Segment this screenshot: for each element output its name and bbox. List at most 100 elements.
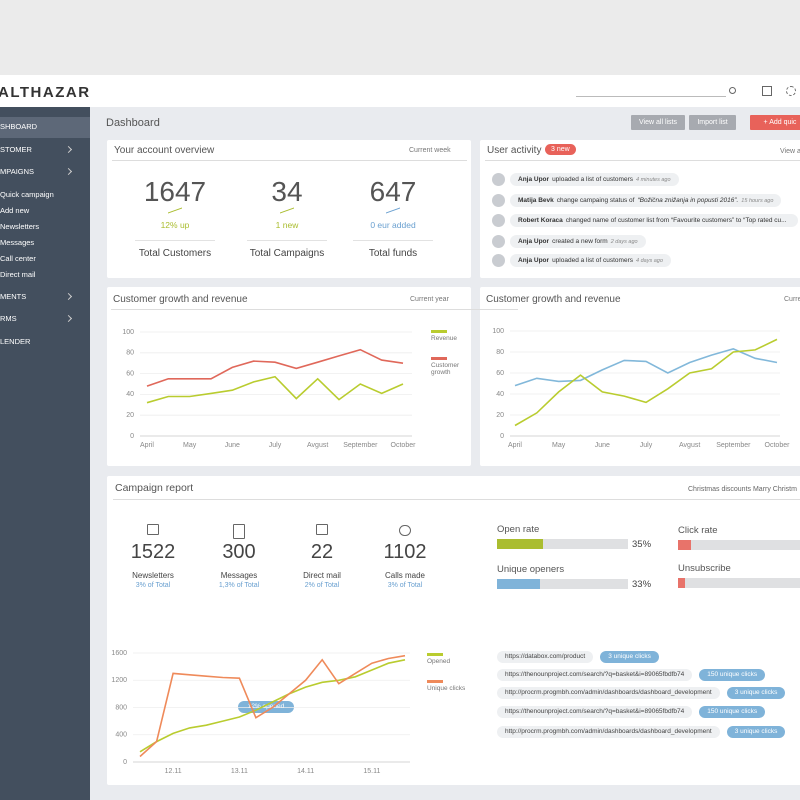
- nav-subitem[interactable]: Quick campaign: [0, 190, 54, 199]
- nav-item[interactable]: MPAIGNS: [0, 167, 35, 176]
- button[interactable]: + Add quic: [750, 115, 800, 130]
- stat-icon: [233, 524, 245, 539]
- nav-subitem[interactable]: Call center: [0, 254, 36, 263]
- activity-row: Anja Upor uploaded a list of customers 4 m…: [510, 173, 679, 186]
- logo: ALTHAZAR: [0, 84, 91, 101]
- stat-share: 2% of Total: [304, 582, 340, 589]
- stat-value: 1102: [383, 541, 427, 563]
- period-select[interactable]: Current year: [410, 296, 449, 303]
- rate-track: [678, 540, 800, 550]
- activity-text: uploaded a list of customers: [552, 176, 633, 183]
- nav-active: [0, 117, 90, 138]
- period-select[interactable]: Current week: [409, 147, 451, 154]
- legend-label: Customer growth: [431, 362, 460, 376]
- stat-share: 3% of Total: [135, 582, 171, 589]
- rate-name: Unsubscribe: [678, 563, 731, 574]
- top-bar: [0, 75, 800, 107]
- avatar: [492, 214, 505, 227]
- activity-row: Anja Upor uploaded a list of customers 4 d…: [510, 254, 671, 267]
- stat-rule: [247, 240, 327, 241]
- user-name: Matija Bevk: [518, 197, 554, 204]
- sidebar: [0, 107, 90, 800]
- activity-row: Matija Bevk change campaing status of “Bož…: [510, 194, 782, 207]
- activity-row: Robert Koraca changed name of customer li…: [510, 214, 798, 227]
- filter-select[interactable]: Christmas discounts Marry Christm: [688, 486, 797, 493]
- stat-label: Total Campaigns: [249, 248, 325, 259]
- search-field[interactable]: [576, 96, 726, 97]
- badge: 3 new: [545, 144, 576, 155]
- nav-subitem[interactable]: Direct mail: [0, 270, 36, 279]
- card-title: Your account overview: [114, 145, 215, 156]
- page-title: Dashboard: [106, 117, 160, 129]
- link-row: http://procrm.progmbh.com/admin/dashboar…: [497, 687, 786, 699]
- card-title: Customer growth and revenue: [113, 294, 248, 305]
- activity-text: created a new form: [552, 238, 608, 245]
- link-url[interactable]: https://databox.com/product: [497, 651, 594, 663]
- stat-value: 1647: [143, 176, 207, 207]
- card-title: Campaign report: [115, 482, 194, 494]
- link-row: https://databox.com/product 3 unique clic…: [497, 651, 659, 663]
- stat-value: 1522: [130, 541, 176, 563]
- legend-swatch: [431, 357, 447, 360]
- activity-time: 2 days ago: [610, 239, 638, 245]
- legend-swatch: [427, 680, 443, 683]
- overview-card: [107, 140, 471, 278]
- rate-bar: [678, 540, 691, 550]
- nav-item[interactable]: LENDER: [0, 337, 31, 346]
- link-row: https://thenounproject.com/search/?q=bas…: [497, 669, 766, 681]
- rate-label: 33%: [632, 579, 652, 590]
- calendar-icon[interactable]: [762, 86, 772, 96]
- activity-text: changed name of customer list from “Favo…: [565, 217, 787, 224]
- nav-item[interactable]: MENTS: [0, 292, 27, 301]
- user-name: Anja Upor: [518, 257, 550, 264]
- user-name: Robert Koraca: [518, 217, 563, 224]
- card-rule: [113, 499, 800, 500]
- avatar: [492, 254, 505, 267]
- nav-subitem[interactable]: Newsletters: [0, 222, 40, 231]
- stat-change: 12% up: [160, 220, 190, 230]
- button[interactable]: View all lists: [631, 115, 685, 130]
- button[interactable]: Import list: [689, 115, 736, 130]
- rate-label: 35%: [632, 539, 652, 550]
- rate-name: Click rate: [678, 525, 718, 536]
- stat-icon: [147, 524, 159, 535]
- nav-item[interactable]: RMS: [0, 314, 17, 323]
- link-url[interactable]: https://thenounproject.com/search/?q=bas…: [497, 669, 693, 681]
- view-link[interactable]: View a: [780, 148, 800, 155]
- avatar: [492, 194, 505, 207]
- stat-label: Calls made: [384, 571, 425, 580]
- link-clicks: 3 unique clicks: [726, 687, 786, 699]
- user-name: Anja Upor: [518, 238, 550, 245]
- link-clicks: 3 unique clicks: [600, 651, 659, 663]
- stat-icon: [316, 524, 328, 535]
- activity-text: change campaing status of: [556, 197, 635, 204]
- rate-track: [678, 578, 800, 588]
- link-clicks: 150 unique clicks: [699, 669, 766, 681]
- nav-item[interactable]: SHBOARD: [0, 122, 38, 131]
- link-url[interactable]: https://thenounproject.com/search/?q=bas…: [497, 706, 693, 718]
- link-clicks: 150 unique clicks: [699, 706, 766, 718]
- link-url[interactable]: http://procrm.progmbh.com/admin/dashboar…: [497, 726, 720, 738]
- rate-bar: [678, 578, 685, 588]
- stat-label: Newsletters: [132, 571, 174, 580]
- card-title: Customer growth and revenue: [486, 294, 621, 305]
- nav-subitem[interactable]: Add new: [0, 206, 30, 215]
- stat-value: 647: [369, 176, 417, 207]
- settings-icon[interactable]: [786, 86, 796, 96]
- period-select[interactable]: Curre: [784, 296, 800, 303]
- nav-subitem[interactable]: Messages: [0, 238, 35, 247]
- card-rule: [485, 160, 800, 161]
- stat-change: 1 new: [275, 220, 299, 230]
- avatar: [492, 173, 505, 186]
- link-row: http://procrm.progmbh.com/admin/dashboar…: [497, 726, 786, 738]
- card-rule: [484, 309, 518, 310]
- stat-value: 300: [222, 541, 256, 563]
- stat-icon: [399, 525, 411, 536]
- nav-item[interactable]: STOMER: [0, 145, 32, 154]
- search-icon[interactable]: [729, 87, 736, 94]
- campaign-card: [107, 476, 800, 785]
- rate-name: Open rate: [497, 524, 540, 535]
- link-url[interactable]: http://procrm.progmbh.com/admin/dashboar…: [497, 687, 720, 699]
- legend-label: Opened: [427, 658, 451, 665]
